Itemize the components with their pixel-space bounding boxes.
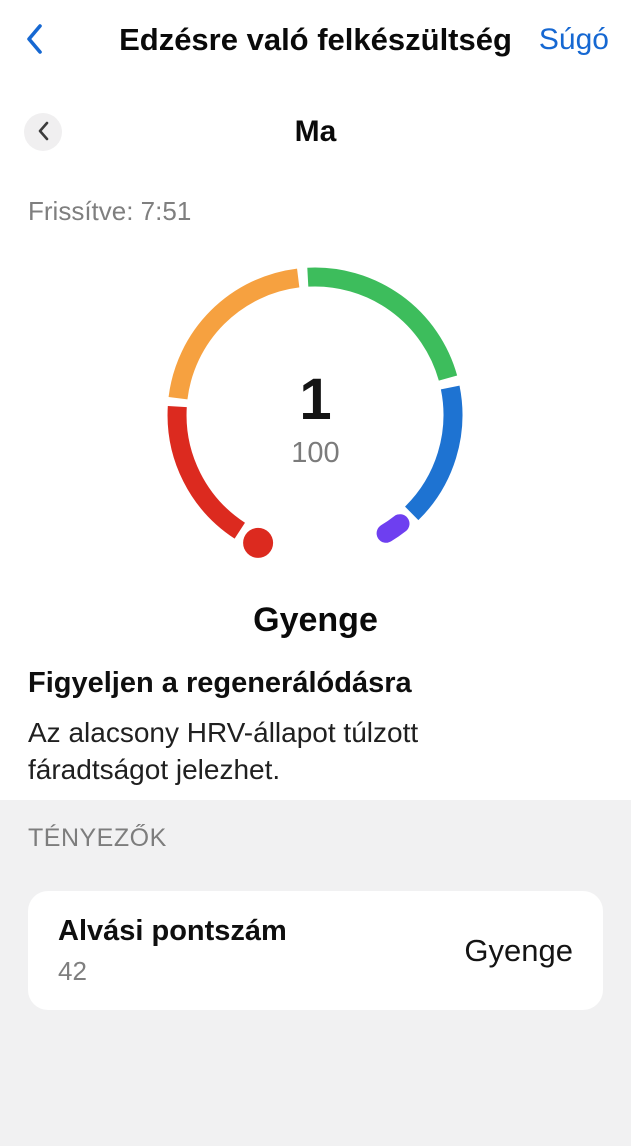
- gauge-segment-low: [168, 268, 300, 400]
- top-nav-bar: Edzésre való felkészültség Súgó: [0, 0, 631, 80]
- factor-status: Gyenge: [464, 932, 573, 968]
- chevron-left-small-icon: [36, 120, 50, 145]
- factor-card-sleep-score[interactable]: Alvási pontszám 42 Gyenge: [28, 891, 603, 1010]
- factor-card-left: Alvási pontszám 42: [58, 915, 287, 986]
- readiness-gauge: 1 100: [0, 255, 631, 575]
- factor-name: Alvási pontszám: [58, 915, 287, 947]
- factors-section-label: TÉNYEZŐK: [28, 824, 167, 852]
- gauge-arc: [167, 267, 463, 558]
- page-title: Edzésre való felkészültség: [119, 22, 512, 57]
- day-label: Ma: [294, 115, 337, 148]
- insight-description-line2: fáradtságot jelezhet.: [28, 754, 281, 785]
- gauge-segment-good: [307, 267, 458, 381]
- gauge-score-value: 1: [299, 367, 332, 432]
- updated-timestamp: Frissítve: 7:51: [28, 196, 192, 226]
- insight-description-line1: Az alacsony HRV-állapot túlzott: [28, 717, 419, 748]
- gauge-segment-weak: [167, 406, 246, 539]
- back-button[interactable]: [22, 23, 56, 57]
- gauge-score-dot: [243, 527, 274, 558]
- gauge-segment-high: [404, 385, 463, 521]
- insight-description: Az alacsony HRV-állapot túlzott fáradtsá…: [28, 714, 603, 788]
- gauge-score-max: 100: [291, 437, 340, 469]
- factor-value: 42: [58, 956, 87, 986]
- previous-day-button[interactable]: [24, 113, 62, 151]
- factors-section: TÉNYEZŐK Alvási pontszám 42 Gyenge: [0, 800, 631, 1146]
- insight-title: Figyeljen a regenerálódásra: [28, 667, 412, 699]
- help-link[interactable]: Súgó: [538, 23, 609, 56]
- readiness-status-label: Gyenge: [253, 601, 378, 639]
- gauge-segment-excellent: [376, 514, 410, 543]
- chevron-left-icon: [22, 21, 48, 60]
- day-selector-row: Ma: [0, 110, 631, 154]
